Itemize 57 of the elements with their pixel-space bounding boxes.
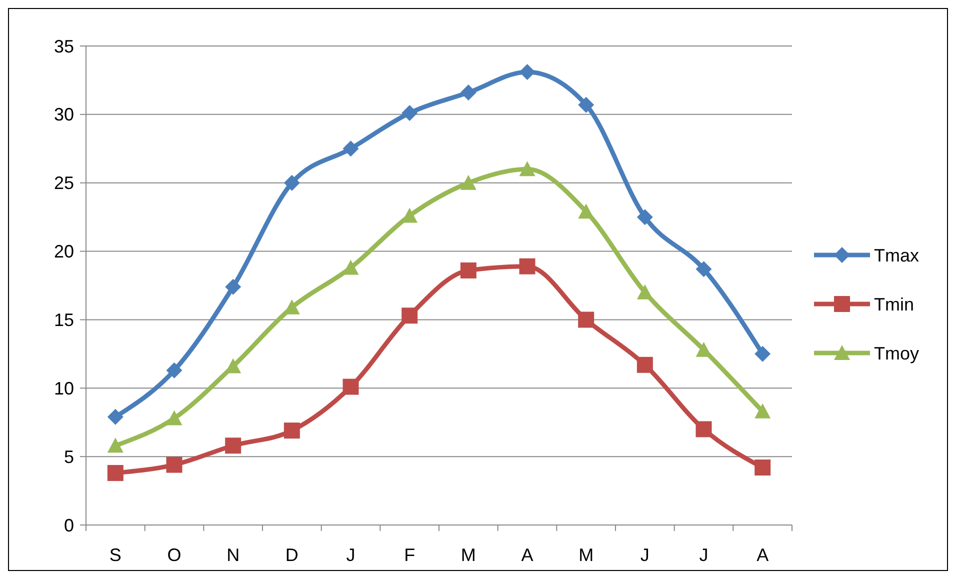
point [107,408,124,425]
point [166,362,182,378]
point [342,140,359,157]
x-tick-label: F [404,545,416,565]
x-tick-label: J [346,545,356,565]
point [342,378,359,395]
y-tick-label: 25 [54,173,74,194]
y-tick-label: 35 [54,36,74,56]
point [225,358,242,374]
point [107,464,124,481]
point [107,438,124,453]
point [402,308,418,324]
y-tick-label: 10 [54,378,74,398]
x-tick-label: O [167,545,182,565]
point [519,161,536,176]
point [166,456,182,473]
point [578,96,594,113]
point [636,209,653,226]
legend-label: Tmoy [874,343,919,364]
y-tick-label: 0 [64,515,74,536]
point [460,84,476,101]
point [166,410,182,426]
legend-label: Tmin [874,294,914,314]
point [402,105,418,122]
x-tick-label: J [640,545,650,565]
point [578,204,594,219]
point [636,284,653,300]
point [225,278,242,295]
x-tick-label: A [521,545,534,565]
point [754,403,771,418]
y-tick-label: 15 [54,310,74,330]
x-tick-label: N [226,545,240,565]
y-tick-label: 5 [64,446,74,467]
point [519,64,536,80]
x-tick-label: M [578,545,594,565]
point [696,342,712,357]
x-tick-label: A [756,545,769,565]
point [284,422,300,439]
point [460,262,476,278]
point [578,312,594,328]
x-tick-label: D [285,545,298,565]
point [342,260,359,275]
legend-label: Tmax [874,245,919,266]
point [754,346,771,362]
x-tick-label: M [460,545,476,565]
point [519,258,536,274]
point [696,421,712,438]
y-tick-label: 30 [54,104,74,125]
point [636,356,653,373]
x-tick-label: J [699,545,708,565]
point [754,460,771,476]
point [696,261,712,278]
point [284,174,300,191]
y-tick-label: 20 [54,242,74,262]
point [460,174,476,190]
point [225,438,242,454]
x-tick-label: S [109,545,122,565]
